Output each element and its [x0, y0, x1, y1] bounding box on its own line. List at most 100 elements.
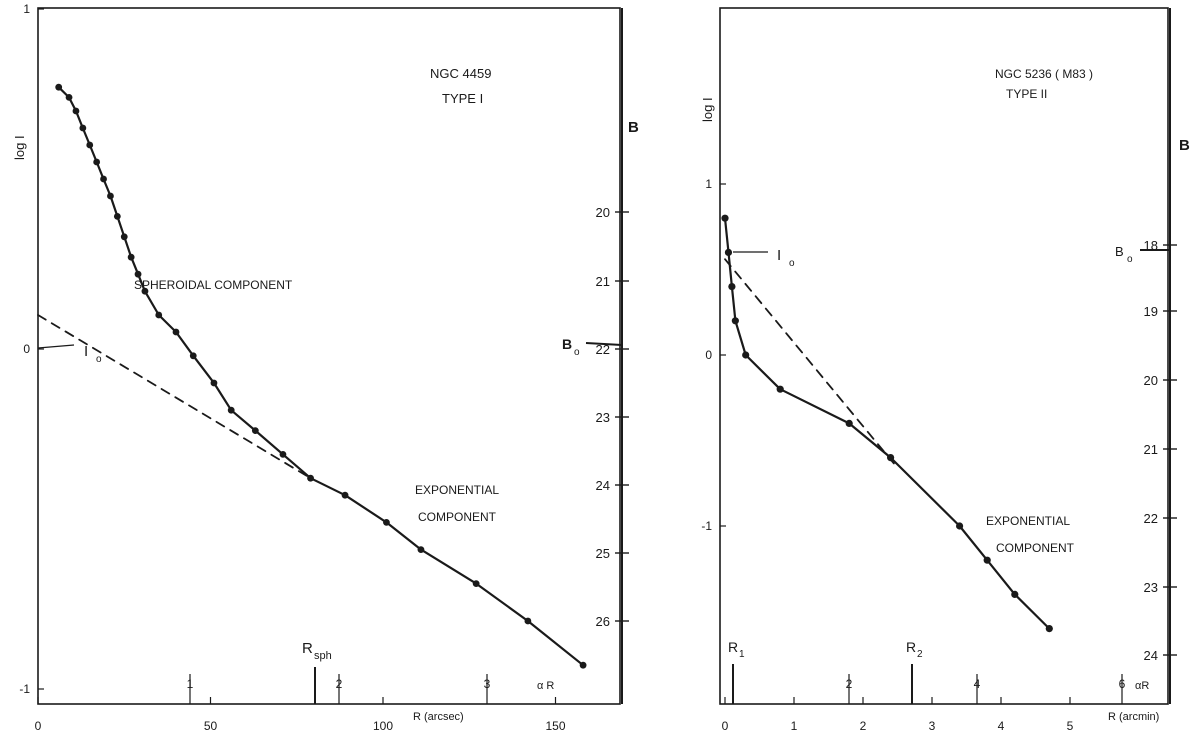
left-io-label: I	[84, 343, 88, 360]
left-alpha-tick-label: 2	[336, 677, 343, 691]
left-data-point	[107, 192, 114, 200]
left-b-tick-label: 26	[596, 614, 610, 629]
right-b-tick-label: 21	[1144, 442, 1158, 457]
right-b-tick-label: 19	[1144, 304, 1158, 319]
right-alpha-tick-label: 4	[974, 677, 981, 691]
right-profile-line	[723, 217, 1051, 630]
left-data-point	[127, 253, 135, 261]
left-data-point	[341, 491, 349, 499]
left-x-tick-label: 0	[35, 719, 42, 733]
right-data-point	[731, 317, 739, 325]
right-data-point	[1011, 590, 1019, 599]
right-data-point	[956, 522, 964, 530]
right-annotation-component: COMPONENT	[996, 541, 1075, 555]
left-x-tick-label: 150	[545, 719, 565, 733]
right-x-tick-label: 4	[998, 719, 1005, 733]
left-title: NGC 4459	[430, 66, 491, 81]
left-data-point	[279, 451, 287, 458]
right-bo-label: B	[1115, 244, 1124, 259]
left-rsph-subscript: sph	[314, 650, 332, 662]
left-subtitle: TYPE I	[442, 91, 483, 106]
left-annotation-exponential: EXPONENTIAL	[415, 483, 499, 497]
left-data-point	[210, 379, 218, 387]
left-bo-marker	[585, 342, 623, 346]
right-data-point	[983, 556, 991, 564]
left-data-point	[251, 427, 259, 434]
left-data-point	[100, 175, 107, 183]
left-b-tick-label: 21	[596, 274, 610, 289]
right-r2-label: R	[906, 639, 916, 655]
left-alpha-label: α R	[537, 680, 554, 692]
left-data-point	[172, 328, 180, 336]
right-b-tick-label: 18	[1144, 238, 1158, 253]
left-data-point	[155, 311, 163, 319]
left-x-tick-label: 100	[373, 719, 393, 733]
left-data-point	[383, 519, 390, 526]
left-alpha-tick-label: 3	[484, 677, 491, 691]
left-io-marker	[37, 344, 75, 349]
right-b-tick-label: 22	[1144, 511, 1158, 526]
right-dashed-disk-fit	[724, 258, 899, 469]
right-b-tick-label: 24	[1144, 648, 1158, 663]
left-series	[37, 83, 587, 669]
right-r1-subscript: 1	[739, 649, 745, 660]
left-y-tick-label: 1	[23, 2, 30, 16]
right-b-tick-label: 20	[1144, 373, 1158, 388]
right-title: NGC 5236 ( M83 )	[995, 67, 1093, 81]
right-data-point	[845, 419, 853, 427]
right-alpha-label: αR	[1135, 680, 1149, 692]
left-data-point	[472, 580, 480, 587]
left-b-tick-label: 23	[596, 410, 610, 425]
left-data-point	[55, 83, 63, 91]
right-io-subscript: o	[789, 258, 795, 269]
left-alpha-tick-label: 1	[187, 677, 194, 691]
left-data-point	[417, 546, 425, 553]
right-ylabel: log I	[700, 97, 715, 122]
right-data-point	[728, 283, 736, 291]
left-rsph-label: R	[302, 640, 313, 657]
right-xlabel: R (arcmin)	[1108, 711, 1159, 723]
right-y-tick-label: 1	[705, 177, 712, 191]
right-y-tick-label: -1	[701, 519, 712, 533]
right-data-point	[724, 248, 733, 256]
left-data-point	[72, 107, 80, 115]
right-series	[721, 214, 1053, 633]
left-data-point	[65, 94, 73, 101]
right-data-point	[1045, 625, 1053, 633]
left-dashed-disk-fit	[37, 314, 312, 480]
left-data-point	[86, 141, 94, 149]
left-data-point	[93, 158, 101, 166]
left-io-subscript: o	[96, 354, 102, 365]
left-data-point	[189, 352, 197, 360]
right-r1-label: R	[728, 639, 738, 655]
right-b-tick-label: 23	[1144, 580, 1158, 595]
right-bo-subscript: o	[1127, 254, 1133, 265]
left-data-point	[134, 270, 142, 278]
right-data-point	[721, 214, 729, 222]
left-data-point	[141, 287, 149, 295]
left-data-point	[227, 406, 235, 414]
right-plot-frame	[719, 7, 1169, 705]
left-panel: NGC 4459 TYPE I log I B SPHEROIDAL COMPO…	[12, 2, 639, 733]
right-alpha-tick-label: 6	[1119, 677, 1126, 691]
left-plot-frame	[37, 7, 621, 705]
right-r2-subscript: 2	[917, 649, 923, 660]
right-x-tick-label: 1	[791, 719, 798, 733]
right-alpha-tick-label: 2	[846, 677, 853, 691]
left-bo-subscript: o	[574, 347, 580, 358]
right-x-tick-label: 5	[1067, 719, 1074, 733]
left-y-tick-label: -1	[19, 682, 30, 696]
right-io-label: I	[777, 247, 781, 264]
right-right-axis-label: B	[1179, 137, 1190, 154]
right-data-point	[776, 385, 784, 393]
left-data-point	[120, 233, 128, 241]
left-right-axis-label: B	[628, 119, 639, 136]
left-data-point	[79, 124, 87, 132]
right-x-tick-label: 3	[929, 719, 936, 733]
left-data-point	[113, 213, 121, 220]
right-x-tick-label: 2	[860, 719, 867, 733]
right-data-point	[887, 454, 895, 462]
left-b-tick-label: 20	[596, 205, 610, 220]
